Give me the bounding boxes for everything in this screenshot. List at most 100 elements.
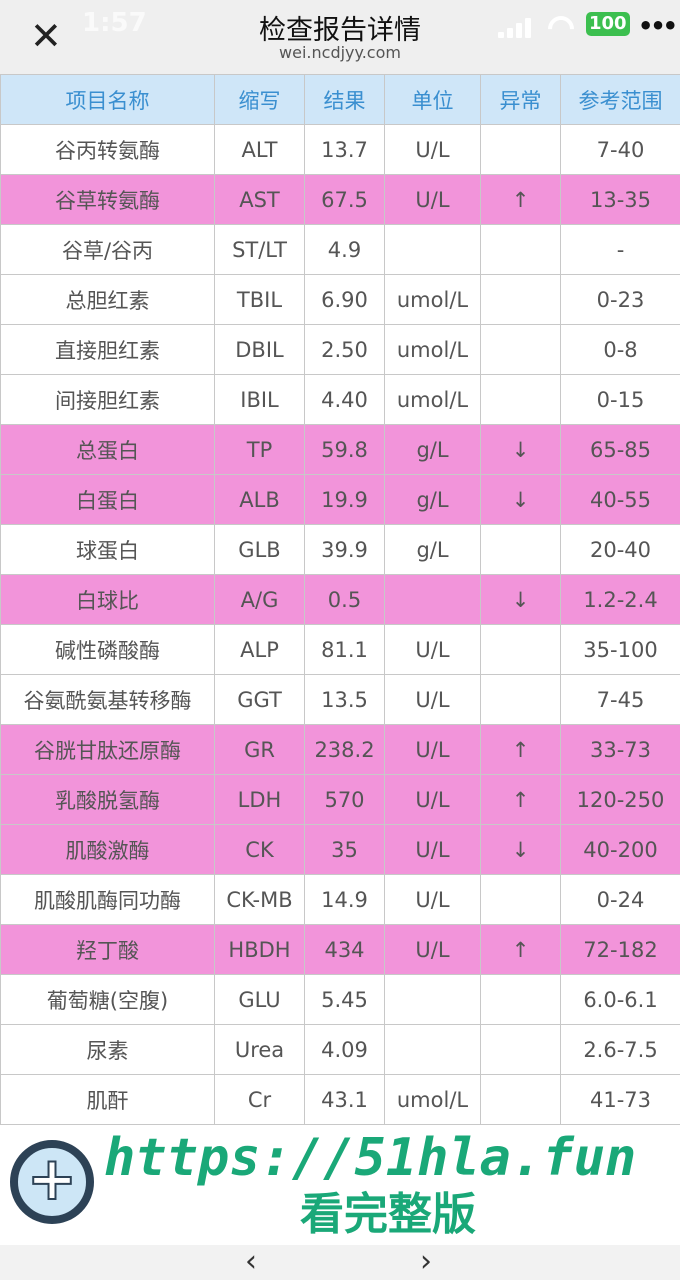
cell-name: 葡萄糖(空腹)	[0, 974, 215, 1025]
close-icon[interactable]: ✕	[30, 14, 62, 58]
cell-name: 谷氨酰氨基转移酶	[0, 674, 215, 725]
cell-unit: U/L	[384, 724, 481, 775]
cell-abbr: HBDH	[214, 924, 305, 975]
cell-range: 6.0-6.1	[560, 974, 680, 1025]
cell-name: 谷丙转氨酶	[0, 124, 215, 175]
cell-abbr: ALT	[214, 124, 305, 175]
cell-unit: U/L	[384, 174, 481, 225]
cell-abbr: AST	[214, 174, 305, 225]
cell-name: 总胆红素	[0, 274, 215, 325]
cell-name: 谷草/谷丙	[0, 224, 215, 275]
cell-range: 120-250	[560, 774, 680, 825]
cell-unit: g/L	[384, 474, 481, 525]
cell-name: 谷草转氨酶	[0, 174, 215, 225]
cell-range: 35-100	[560, 624, 680, 675]
cell-name: 肌酐	[0, 1074, 215, 1125]
table-row: 谷草/谷丙 ST/LT 4.9 -	[0, 224, 680, 275]
cell-result: 4.40	[304, 374, 385, 425]
cell-range: 33-73	[560, 724, 680, 775]
cell-result: 13.7	[304, 124, 385, 175]
cell-unit	[384, 224, 481, 275]
cell-flag: ↓	[480, 574, 561, 625]
column-header-unit: 单位	[384, 74, 481, 125]
cell-flag	[480, 874, 561, 925]
cell-result: 434	[304, 924, 385, 975]
plus-icon: +	[26, 1144, 78, 1214]
cell-flag	[480, 974, 561, 1025]
cell-flag	[480, 624, 561, 675]
cell-unit: g/L	[384, 524, 481, 575]
cell-flag	[480, 524, 561, 575]
cell-range: 7-45	[560, 674, 680, 725]
cell-unit	[384, 1024, 481, 1075]
back-button[interactable]: ‹	[245, 1244, 257, 1279]
table-row: 乳酸脱氢酶 LDH 570 U/L ↑ 120-250	[0, 774, 680, 825]
cell-flag	[480, 1074, 561, 1125]
cell-unit: umol/L	[384, 324, 481, 375]
cell-result: 35	[304, 824, 385, 875]
table-row: 碱性磷酸酶 ALP 81.1 U/L 35-100	[0, 624, 680, 675]
report-table: 项目名称 缩写 结果 单位 异常 参考范围 谷丙转氨酶 ALT 13.7 U/L 7-40 谷草转氨…	[0, 74, 680, 1125]
cell-unit: umol/L	[384, 374, 481, 425]
cell-range: 0-24	[560, 874, 680, 925]
cell-name: 谷胱甘肽还原酶	[0, 724, 215, 775]
cell-result: 67.5	[304, 174, 385, 225]
cell-abbr: TBIL	[214, 274, 305, 325]
table-row: 谷氨酰氨基转移酶 GGT 13.5 U/L 7-45	[0, 674, 680, 725]
cell-abbr: IBIL	[214, 374, 305, 425]
cell-result: 5.45	[304, 974, 385, 1025]
cell-flag: ↑	[480, 924, 561, 975]
table-header: 项目名称 缩写 结果 单位 异常 参考范围	[0, 74, 680, 125]
column-header-abbr: 缩写	[214, 74, 305, 125]
cell-flag: ↓	[480, 824, 561, 875]
cell-unit: umol/L	[384, 1074, 481, 1125]
add-button[interactable]: +	[10, 1140, 94, 1224]
cell-abbr: ALP	[214, 624, 305, 675]
top-bar: ✕ 1:57 检查报告详情 wei.ncdjyy.com 100 •••	[0, 0, 680, 74]
page-url: wei.ncdjyy.com	[279, 43, 401, 62]
bottom-nav-bar: ‹ ›	[0, 1245, 680, 1280]
watermark-url: https://51hla.fun	[104, 1128, 637, 1188]
table-row: 谷胱甘肽还原酶 GR 238.2 U/L ↑ 33-73	[0, 724, 680, 775]
cell-flag	[480, 674, 561, 725]
page-title: 检查报告详情	[259, 15, 421, 46]
cell-result: 238.2	[304, 724, 385, 775]
cell-range: 40-55	[560, 474, 680, 525]
cell-unit: umol/L	[384, 274, 481, 325]
cell-name: 白蛋白	[0, 474, 215, 525]
cell-name: 肌酸肌酶同功酶	[0, 874, 215, 925]
cell-name: 羟丁酸	[0, 924, 215, 975]
more-icon[interactable]: •••	[638, 12, 678, 40]
cell-result: 570	[304, 774, 385, 825]
cell-abbr: CK	[214, 824, 305, 875]
table-row: 间接胆红素 IBIL 4.40 umol/L 0-15	[0, 374, 680, 425]
cell-range: 1.2-2.4	[560, 574, 680, 625]
column-header-range: 参考范围	[560, 74, 680, 125]
column-header-name: 项目名称	[0, 74, 215, 125]
cell-abbr: TP	[214, 424, 305, 475]
cell-flag	[480, 1024, 561, 1075]
cell-name: 乳酸脱氢酶	[0, 774, 215, 825]
cell-flag: ↑	[480, 774, 561, 825]
cell-name: 尿素	[0, 1024, 215, 1075]
column-header-result: 结果	[304, 74, 385, 125]
cell-abbr: Urea	[214, 1024, 305, 1075]
cell-abbr: ALB	[214, 474, 305, 525]
table-row: 白蛋白 ALB 19.9 g/L ↓ 40-55	[0, 474, 680, 525]
cell-abbr: GR	[214, 724, 305, 775]
cell-unit: U/L	[384, 774, 481, 825]
cell-abbr: GLB	[214, 524, 305, 575]
cell-unit: U/L	[384, 874, 481, 925]
cell-result: 13.5	[304, 674, 385, 725]
cell-range: 65-85	[560, 424, 680, 475]
table-row: 直接胆红素 DBIL 2.50 umol/L 0-8	[0, 324, 680, 375]
cell-flag	[480, 374, 561, 425]
cell-unit: U/L	[384, 624, 481, 675]
cell-flag: ↑	[480, 174, 561, 225]
cell-name: 碱性磷酸酶	[0, 624, 215, 675]
cell-name: 球蛋白	[0, 524, 215, 575]
forward-button[interactable]: ›	[420, 1244, 432, 1279]
table-row: 肌酸激酶 CK 35 U/L ↓ 40-200	[0, 824, 680, 875]
watermark-text: 看完整版	[300, 1189, 476, 1240]
cell-result: 81.1	[304, 624, 385, 675]
